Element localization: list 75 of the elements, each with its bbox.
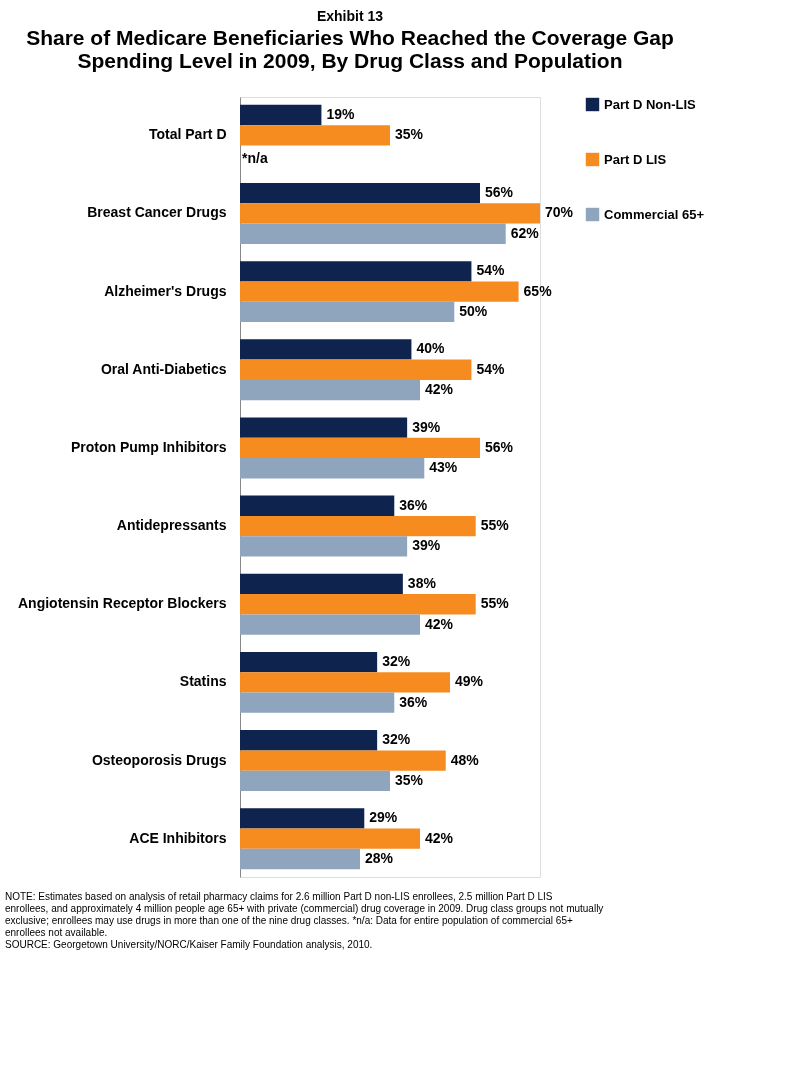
bar bbox=[240, 495, 395, 516]
data-label: 35% bbox=[395, 771, 424, 788]
data-label: 48% bbox=[450, 751, 480, 768]
bar bbox=[240, 730, 378, 751]
bar bbox=[240, 536, 408, 557]
bar bbox=[240, 651, 378, 673]
legend-label: Commercial 65+ bbox=[604, 206, 705, 222]
bar bbox=[240, 417, 408, 438]
y-tick-label: Osteoporosis Drugs bbox=[91, 751, 227, 768]
bar bbox=[240, 594, 476, 615]
annotation: *n/a bbox=[242, 150, 268, 167]
data-label: 36% bbox=[399, 496, 428, 513]
y-tick-label: Proton Pump Inhibitors bbox=[70, 438, 227, 455]
bar bbox=[240, 339, 412, 360]
bar bbox=[240, 437, 480, 459]
y-tick-label: Statins bbox=[179, 673, 227, 690]
y-tick-label: Breast Cancer Drugs bbox=[87, 204, 227, 221]
bar bbox=[240, 750, 446, 771]
data-label: 28% bbox=[365, 850, 394, 867]
y-tick-label: ACE Inhibitors bbox=[129, 829, 227, 846]
text: NOTE: Estimates based on analysis of retail pharmacy claims for 2.6 million Part D non-LIS enrollees, 2.5 million Part D LIS enrollees, and approximately 4 million people age 65+ with private (commercial) drug coverage in 2009. Drug class groups not mutually exclusive; enrollees may use drugs in more than one of the nine drug classes. *n/a: Data for entire population of commercial 65+ enrollees not available. SOURCE: Georgetown University/NORC/Kaiser Family Foundation analysis, 2010. bbox=[5, 891, 604, 950]
data-label: 42% bbox=[425, 829, 454, 846]
y-tick-label: Angiotensin Receptor Blockers bbox=[18, 595, 227, 612]
bar bbox=[240, 573, 403, 595]
data-label: 55% bbox=[480, 595, 510, 612]
data-label: 40% bbox=[416, 340, 445, 357]
bar bbox=[240, 828, 420, 849]
bar bbox=[240, 182, 480, 204]
data-label: 62% bbox=[510, 224, 540, 241]
y-tick-label: Oral Anti-Diabetics bbox=[100, 360, 227, 377]
data-label: 42% bbox=[425, 615, 454, 632]
chart-title: Share of Medicare Beneficiaries Who Reached the Coverage Gap Spending Level in 2009, By Drug Class and Population bbox=[26, 26, 674, 72]
data-label: 43% bbox=[429, 459, 458, 476]
data-label: 55% bbox=[480, 517, 510, 534]
data-label: 56% bbox=[485, 184, 514, 201]
bar bbox=[240, 770, 390, 792]
data-label: 35% bbox=[395, 126, 424, 143]
bar bbox=[240, 223, 506, 244]
bar bbox=[240, 359, 472, 380]
bar bbox=[240, 125, 390, 146]
data-label: 65% bbox=[523, 282, 553, 299]
bar bbox=[240, 301, 455, 323]
bar bbox=[240, 692, 395, 713]
data-label: 36% bbox=[399, 693, 428, 710]
data-label: 29% bbox=[369, 809, 398, 826]
data-label: 19% bbox=[326, 105, 355, 122]
data-label: 49% bbox=[455, 673, 484, 690]
data-label: 32% bbox=[382, 731, 411, 748]
y-tick-label: Total Part D bbox=[148, 126, 227, 143]
bar bbox=[240, 281, 519, 302]
data-label: 32% bbox=[382, 653, 411, 670]
bar bbox=[240, 104, 322, 126]
bar bbox=[240, 379, 420, 401]
bar bbox=[240, 458, 425, 479]
bar bbox=[240, 808, 365, 829]
data-label: 54% bbox=[476, 360, 505, 377]
bar bbox=[240, 203, 540, 224]
data-label: 38% bbox=[407, 574, 437, 591]
bar bbox=[240, 848, 360, 870]
y-tick-label: Antidepressants bbox=[116, 517, 227, 534]
data-label: 42% bbox=[425, 381, 454, 398]
y-tick-label: Alzheimer's Drugs bbox=[104, 282, 227, 299]
bar bbox=[240, 515, 476, 537]
legend-label: Part D LIS bbox=[604, 151, 667, 167]
bar bbox=[240, 672, 450, 693]
data-label: 50% bbox=[459, 302, 488, 319]
bar bbox=[240, 614, 420, 635]
data-label: 56% bbox=[485, 438, 514, 455]
data-label: 54% bbox=[476, 262, 505, 279]
legend-label: Part D Non-LIS bbox=[604, 96, 697, 112]
bar bbox=[240, 261, 472, 282]
data-label: 39% bbox=[412, 537, 441, 554]
text: Exhibit 13 bbox=[316, 8, 384, 24]
data-label: 39% bbox=[412, 418, 441, 435]
data-label: 70% bbox=[545, 204, 574, 221]
